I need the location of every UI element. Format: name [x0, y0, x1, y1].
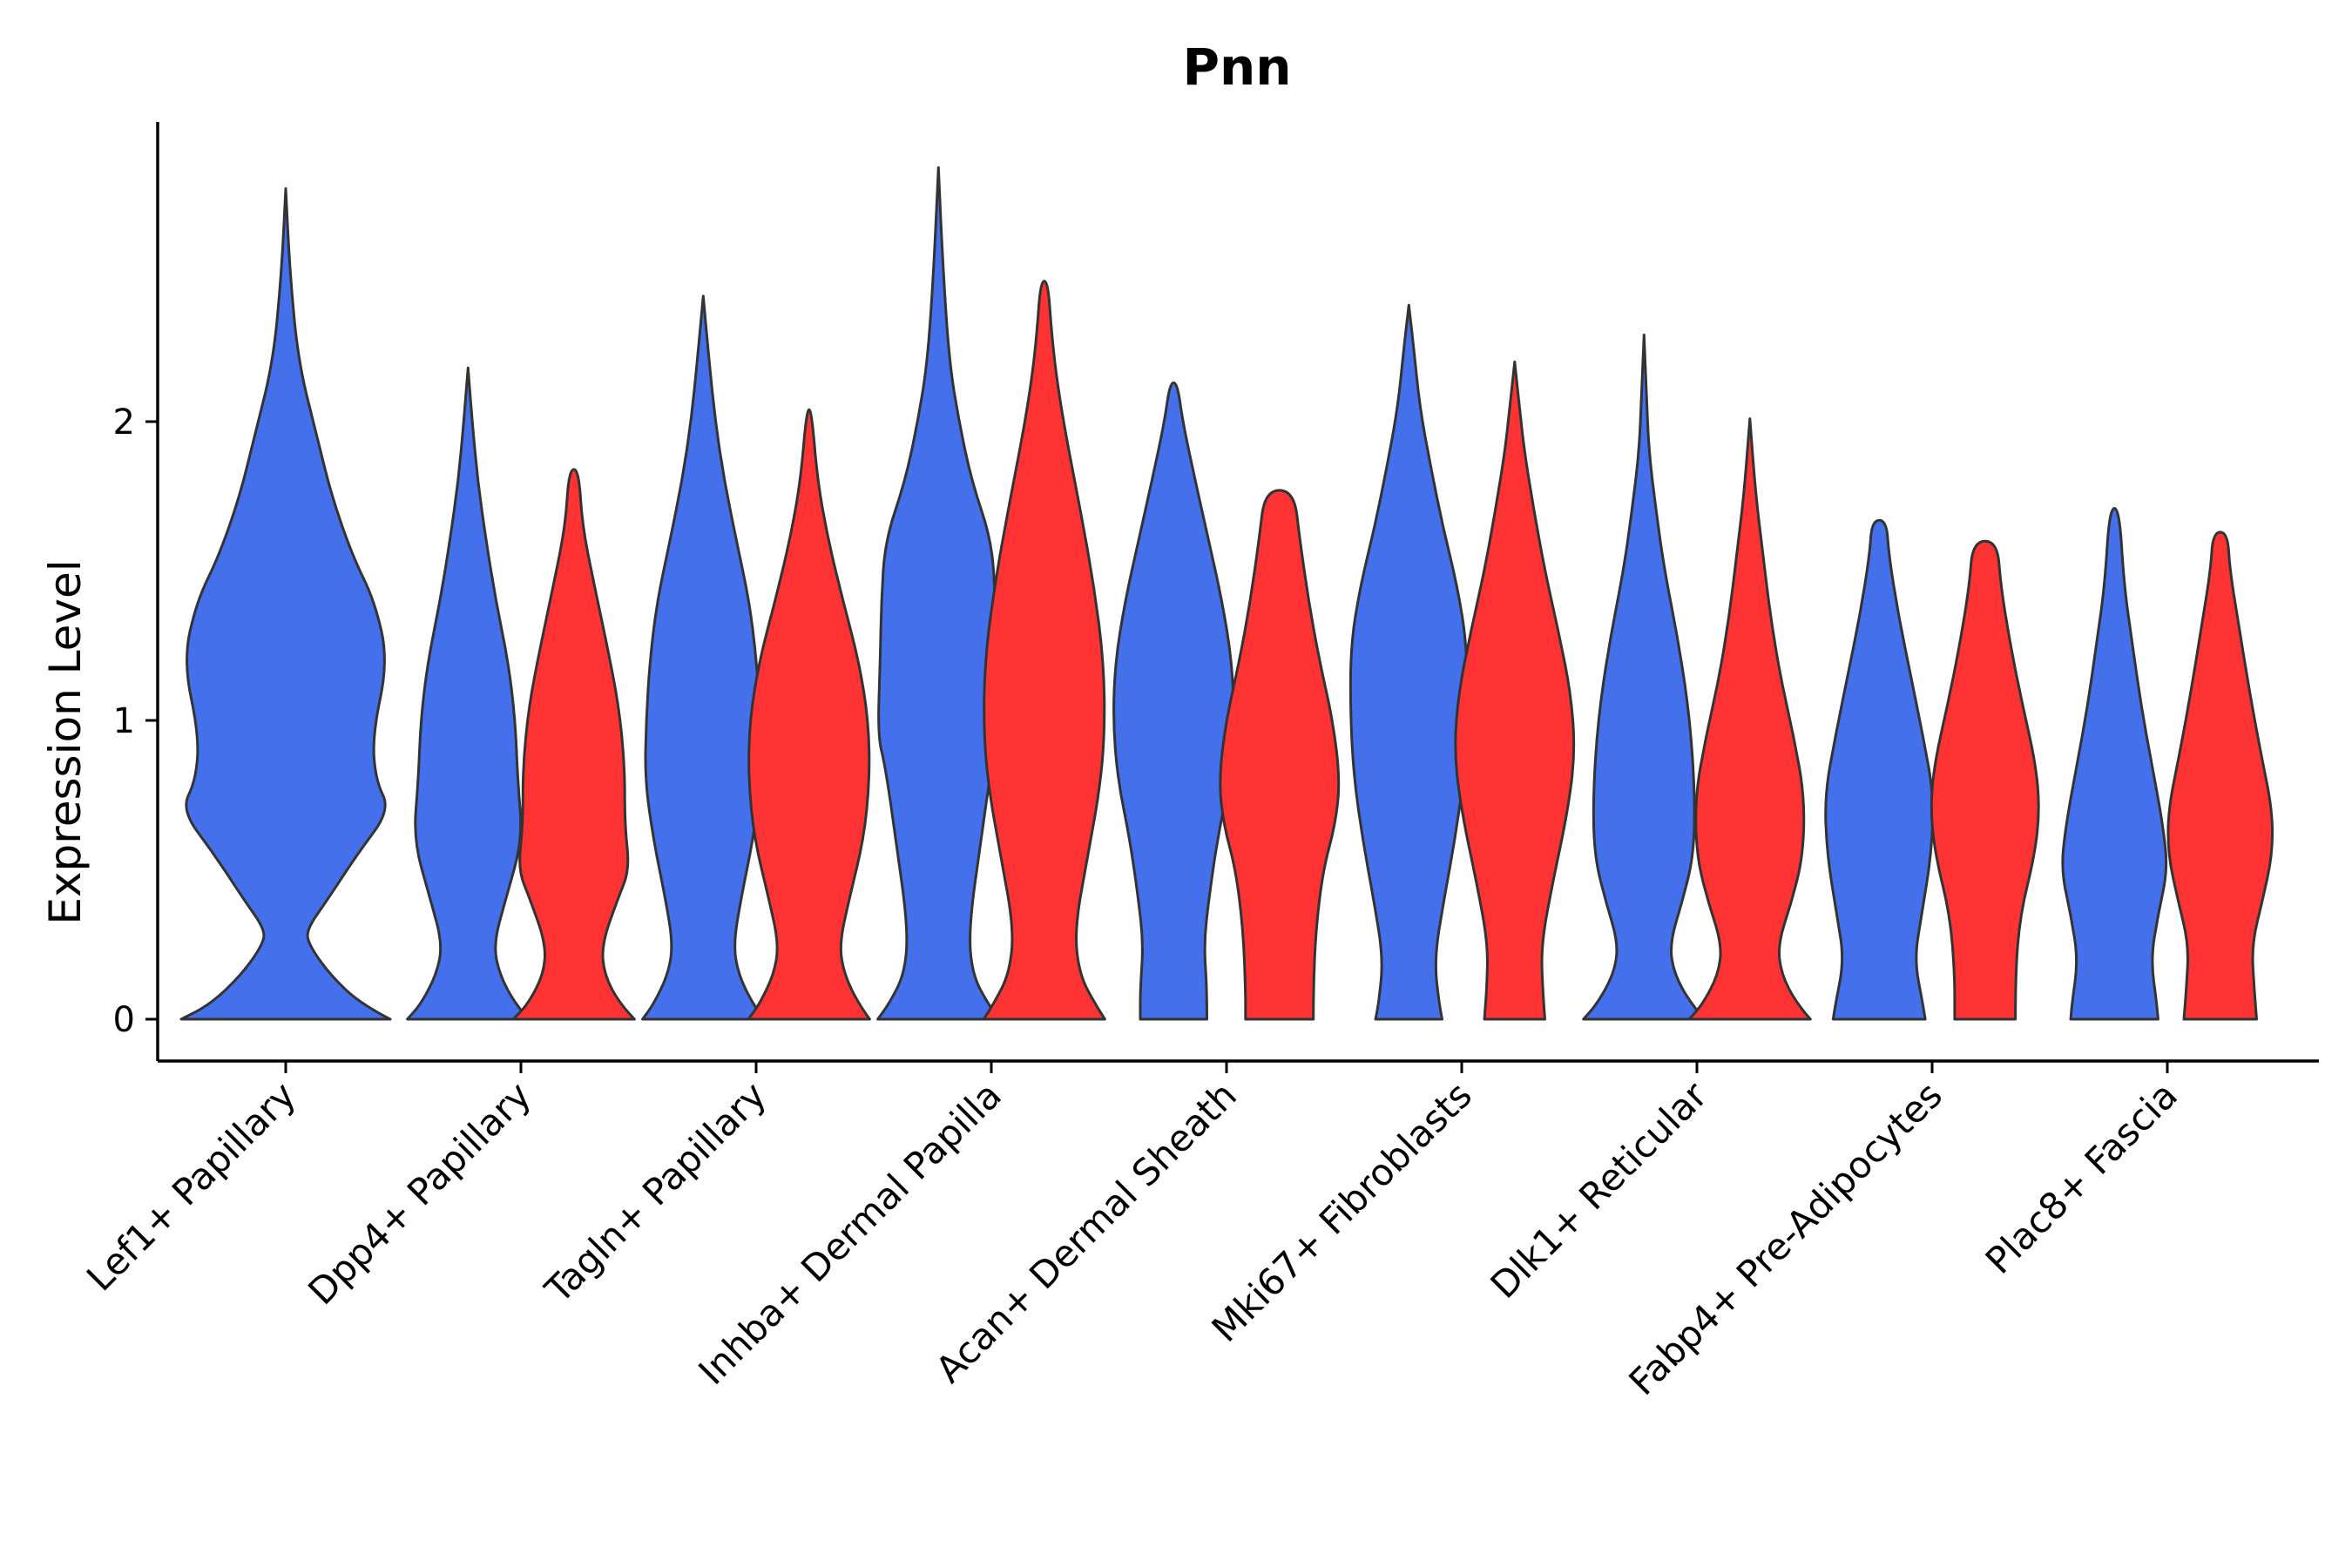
y-tick-label: 0 [113, 1000, 135, 1040]
y-ticks: 0 1 2 [113, 402, 158, 1040]
violin-dpp4-papillary-group-0 [406, 366, 531, 1021]
violin-plac8-fascia-group-0 [2061, 507, 2168, 1021]
violin-group [179, 166, 2274, 1021]
violin-dlk1-reticular-group-0 [1582, 334, 1707, 1021]
axes [156, 122, 2319, 1063]
x-tick-label: Mki67+ Fibroblasts [1204, 1073, 1480, 1349]
violin-acan-dermal-sheath-group-1 [1219, 489, 1341, 1021]
violin-fabp4-pre-adipocytes-group-0 [1824, 518, 1935, 1021]
x-tick-label: Plac8+ Fascia [1977, 1073, 2186, 1281]
violin-plac8-fascia-group-1 [2166, 531, 2274, 1021]
chart-title: Pnn [1182, 37, 1291, 97]
violin-fabp4-pre-adipocytes-group-1 [1930, 539, 2040, 1021]
violin-dpp4-papillary-group-1 [511, 468, 636, 1021]
violin-dlk1-reticular-group-1 [1687, 417, 1812, 1021]
violin-lef1-papillary-group-0 [179, 187, 392, 1021]
y-axis-label: Expression Level [40, 559, 91, 924]
y-tick-label: 1 [113, 701, 135, 741]
violin-inhba-dermal-papilla-group-1 [982, 280, 1106, 1021]
violin-tagln-papillary-group-0 [641, 294, 766, 1021]
violin-mki67-fibroblasts-group-1 [1454, 360, 1576, 1021]
violin-mki67-fibroblasts-group-0 [1348, 303, 1469, 1021]
x-tick-label: Dpp4+ Papillary [300, 1073, 539, 1313]
y-tick-label: 2 [113, 402, 135, 443]
violin-inhba-dermal-papilla-group-0 [876, 166, 1001, 1021]
x-tick-label: Dlk1+ Reticular [1483, 1073, 1716, 1307]
x-tick-label: Tagln+ Papillary [537, 1073, 774, 1311]
violin-acan-dermal-sheath-group-0 [1112, 381, 1235, 1021]
x-tick-label: Lef1+ Papillary [78, 1073, 304, 1299]
violin-tagln-papillary-group-1 [747, 408, 871, 1021]
